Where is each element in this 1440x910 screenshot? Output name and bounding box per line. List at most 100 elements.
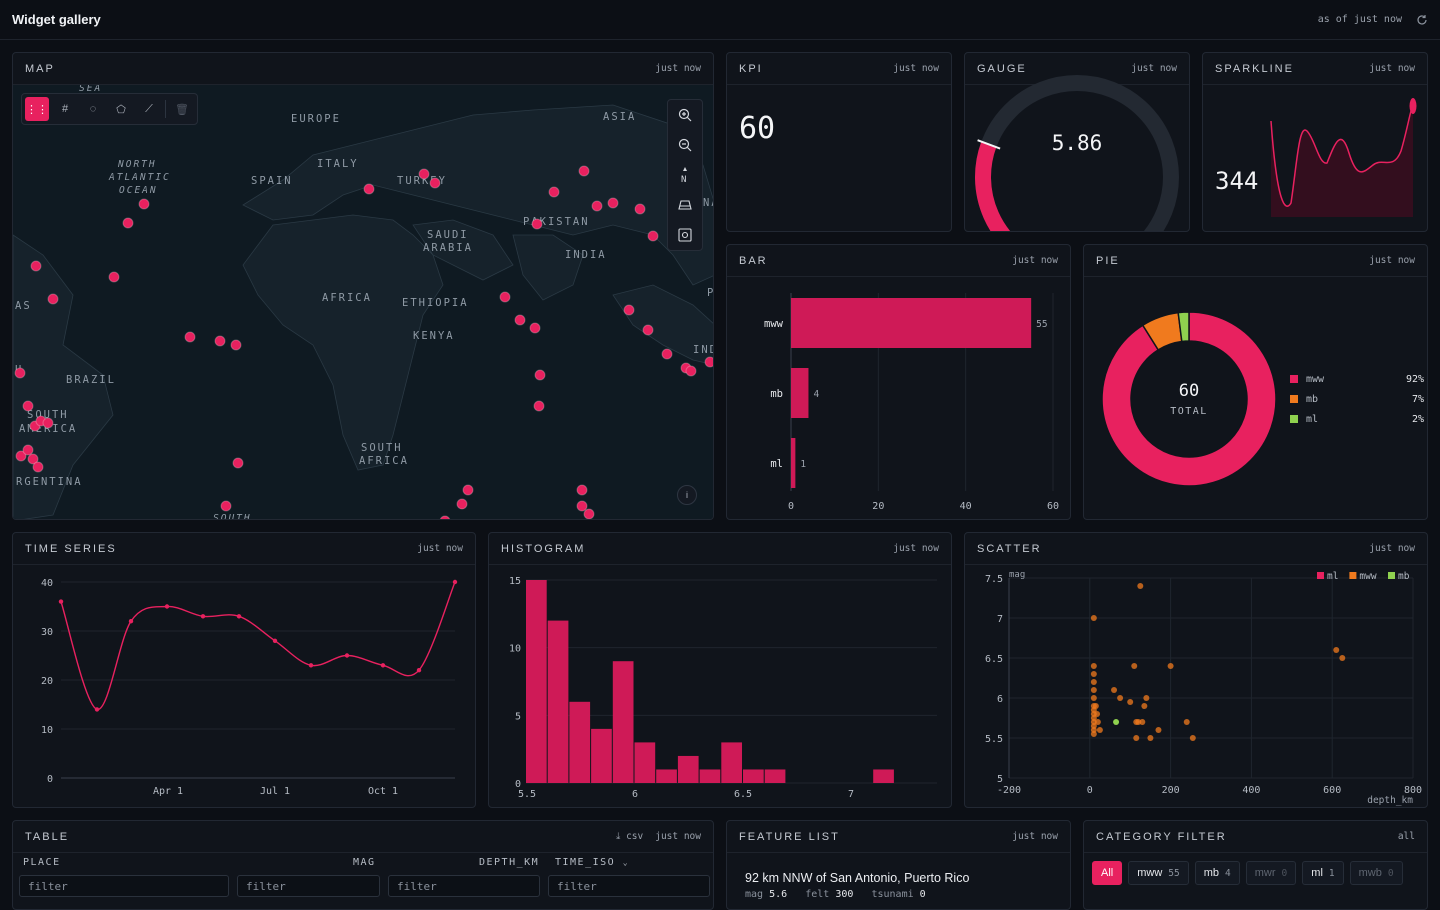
panel-title: BAR	[739, 254, 768, 267]
scatter-point	[1090, 695, 1097, 701]
map-label: ETHIOPIA	[402, 297, 469, 309]
map-label: SPAIN	[251, 175, 293, 187]
map-marker	[661, 348, 673, 360]
x-tick-label: Oct 1	[368, 786, 398, 797]
legend-label: mww	[1359, 571, 1376, 582]
filter-place-input[interactable]	[19, 875, 229, 897]
draw-point-icon[interactable]: ◌	[89, 103, 97, 115]
map-marker	[220, 500, 232, 512]
draw-polygon-icon[interactable]: ⬠	[116, 103, 126, 116]
scatter-point	[1183, 719, 1190, 725]
map-label: KENYA	[413, 330, 455, 342]
legend-label: mb	[1398, 571, 1410, 582]
pitch-icon[interactable]	[674, 194, 696, 216]
panel-title: MAP	[25, 62, 55, 75]
map-marker	[22, 444, 34, 456]
filter-time-input[interactable]	[548, 875, 710, 897]
legend-value: 92%	[1405, 373, 1424, 385]
chip-mb[interactable]: mb 4	[1194, 861, 1240, 885]
column-header-place[interactable]: PLACE	[23, 857, 61, 868]
timeseries-svg: 0 10 20 30 40 Apr 1 Jul 1 Oct 1	[41, 578, 458, 797]
panel-meta: just now	[893, 543, 939, 554]
map-marker	[548, 186, 560, 198]
zoom-out-icon[interactable]	[674, 134, 696, 156]
info-icon[interactable]: i	[677, 485, 697, 505]
histogram-bar	[612, 661, 634, 783]
data-point	[452, 579, 458, 585]
category-label: mww	[764, 318, 784, 330]
x-tick-label: 400	[1242, 785, 1260, 796]
filter-depth-input[interactable]	[388, 875, 540, 897]
column-header-mag[interactable]: MAG	[353, 857, 376, 868]
map-canvas[interactable]: SEA EUROPE ASIA NORTH ATLANTIC OCEAN ITALY SPAI…	[13, 83, 714, 520]
bar	[791, 438, 796, 488]
locate-icon[interactable]	[674, 224, 696, 246]
trash-icon[interactable]: 🗑	[175, 103, 189, 116]
scatter-point	[1143, 695, 1150, 701]
chip-mwb[interactable]: mwb 0	[1349, 861, 1403, 885]
data-point	[308, 663, 314, 668]
y-tick-label: 20	[41, 676, 53, 687]
x-tick-label: 5.5	[518, 789, 536, 800]
histogram-bar	[656, 769, 677, 783]
pie-center-label: TOTAL	[1170, 406, 1208, 417]
scatter-point	[1096, 727, 1103, 733]
chip-all[interactable]: All	[1092, 861, 1123, 885]
x-tick-label: 7	[848, 789, 854, 800]
map-marker	[634, 203, 646, 215]
scatter-point	[1167, 663, 1174, 669]
panel-meta: just now	[655, 831, 701, 842]
legend-item[interactable]: mww 92%	[1290, 369, 1424, 389]
panel-meta: just now	[1131, 63, 1177, 74]
y-tick-label: 40	[41, 578, 53, 589]
drag-handle-icon[interactable]: ⋮⋮	[25, 97, 49, 121]
category-chips: All mww 55 mb 4 mwr 0 ml 1 mwb 0	[1092, 861, 1403, 885]
legend-swatch	[1290, 415, 1298, 423]
filter-mag-input[interactable]	[237, 875, 380, 897]
feature-meta: mag 5.6 felt 300 tsunami 0	[745, 889, 926, 900]
legend-label: mb	[1306, 393, 1319, 405]
legend-swatch	[1388, 572, 1395, 579]
histogram-bar	[634, 742, 656, 783]
histogram-bar	[569, 701, 591, 783]
scatter-point	[1113, 719, 1120, 725]
legend-label: mww	[1306, 373, 1325, 385]
chip-ml[interactable]: ml 1	[1302, 861, 1344, 885]
column-header-time[interactable]: TIME_ISO ⌄	[555, 857, 630, 868]
map-svg[interactable]: SEA EUROPE ASIA NORTH ATLANTIC OCEAN ITALY SPAI…	[13, 83, 714, 520]
x-tick-label: 20	[872, 501, 884, 512]
csv-download-button[interactable]: ⤓ csv	[616, 831, 644, 842]
category-label: mb	[770, 388, 783, 400]
map-marker	[122, 217, 134, 229]
legend-item[interactable]: ml 2%	[1290, 409, 1424, 429]
compass-north-icon[interactable]: N	[674, 164, 696, 186]
gauge-fill	[975, 141, 1011, 231]
panel-meta: just now	[1369, 543, 1415, 554]
draw-line-icon[interactable]: ⟋	[145, 102, 153, 115]
chip-mww[interactable]: mww 55	[1128, 861, 1189, 885]
histogram-bar	[677, 755, 699, 783]
y-tick-label: 7.5	[985, 574, 1003, 585]
status-text: as of just now	[1317, 14, 1402, 25]
refresh-icon[interactable]	[1416, 14, 1428, 26]
chip-mwr[interactable]: mwr 0	[1245, 861, 1297, 885]
map-marker	[14, 367, 26, 379]
scatter-point	[1090, 615, 1097, 621]
column-header-depth[interactable]: DEPTH_KM	[479, 857, 540, 868]
panel-meta: just now	[1012, 831, 1058, 842]
y-tick-label: 6	[997, 694, 1003, 705]
data-point	[94, 707, 100, 712]
data-point	[128, 619, 134, 624]
y-tick-label: 5	[997, 774, 1003, 785]
map-marker	[642, 324, 654, 336]
x-tick-label: 40	[960, 501, 972, 512]
grid-select-icon[interactable]: #	[61, 103, 69, 115]
zoom-in-icon[interactable]	[674, 104, 696, 126]
gauge-panel: GAUGE just now 5.86	[964, 52, 1190, 232]
x-axis-label: depth_km	[1367, 795, 1413, 806]
app-title: Widget gallery	[12, 12, 101, 27]
map-label: NORTH	[117, 159, 157, 170]
scatter-point	[1090, 687, 1097, 693]
csv-label: csv	[626, 831, 644, 842]
legend-item[interactable]: mb 7%	[1290, 389, 1424, 409]
